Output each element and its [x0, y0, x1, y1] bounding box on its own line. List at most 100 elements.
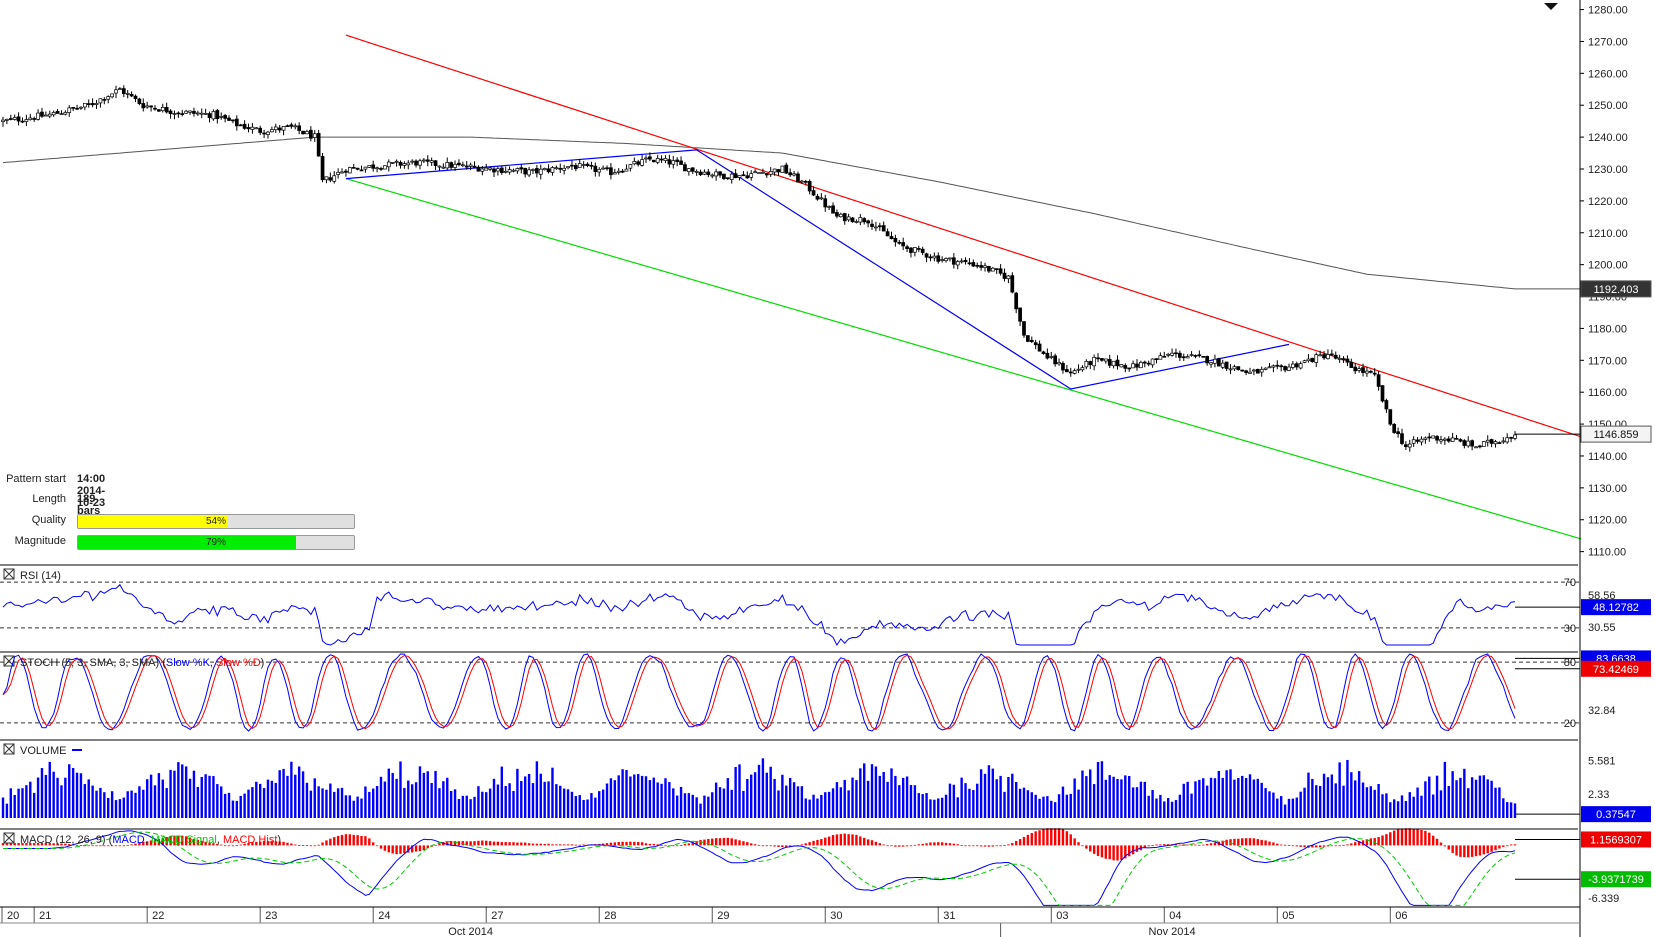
volume-bar: [921, 794, 924, 818]
volume-bar: [687, 793, 691, 818]
macd-hist-bar: [1050, 828, 1053, 846]
volume-bar: [1381, 794, 1384, 818]
macd-hist-bar: [964, 845, 967, 847]
candle-body: [176, 112, 181, 115]
candle-body: [1185, 356, 1190, 359]
scroll-marker-icon[interactable]: [1544, 3, 1558, 10]
volume-bar: [633, 774, 636, 818]
volume-bar: [999, 775, 1002, 818]
macd-hist-bar: [1389, 832, 1392, 846]
candle-body: [511, 169, 516, 172]
candle-body: [628, 164, 633, 169]
volume-bar: [695, 797, 698, 818]
candle-body: [1372, 372, 1377, 375]
candle-body: [1283, 366, 1287, 371]
macd-hist-bar: [570, 844, 574, 846]
candle-body: [5, 119, 9, 121]
macd-hist-bar: [48, 843, 51, 846]
macd-hist-bar: [1303, 845, 1306, 848]
volume-bar: [48, 761, 51, 818]
pane-close-icon-cross: [3, 568, 15, 580]
macd-hist-bar: [1042, 829, 1045, 846]
volume-bar: [1502, 798, 1505, 818]
volume-bar: [1116, 778, 1119, 818]
candle-body: [125, 93, 130, 95]
macd-hist-bar: [126, 844, 129, 846]
candle-body: [1092, 356, 1096, 367]
candle-body: [1057, 362, 1061, 365]
macd-hist-bar: [1256, 839, 1260, 846]
candle-body: [371, 164, 376, 169]
candle-body: [1166, 353, 1171, 356]
candle-body: [386, 161, 391, 168]
volume-bar: [508, 783, 511, 818]
volume-bar: [824, 792, 827, 818]
macd-hist-bar: [403, 845, 406, 854]
volume-bar: [29, 781, 32, 818]
candle-body: [640, 159, 644, 166]
volume-bar: [761, 758, 765, 818]
volume-bar: [820, 794, 823, 818]
volume-bar: [605, 783, 609, 818]
candle-body: [624, 168, 629, 172]
volume-bar: [1435, 775, 1439, 818]
volume-bar: [321, 788, 324, 818]
volume-bar: [68, 764, 71, 818]
candle-body: [145, 105, 150, 108]
volume-bar: [882, 772, 885, 818]
candle-body: [858, 217, 863, 223]
macd-hist-bar: [878, 843, 882, 846]
trendline-layer: [345, 34, 1582, 540]
volume-bar: [1042, 796, 1045, 818]
candle-body: [550, 167, 555, 173]
macd-hist-bar: [921, 843, 924, 846]
candle-body: [1201, 355, 1206, 358]
candle-body: [289, 124, 294, 127]
macd-hist-bar: [551, 844, 554, 846]
volume-bar: [1053, 802, 1057, 818]
macd-hist-bar: [1396, 829, 1400, 846]
candle-body: [1045, 352, 1050, 359]
macd-hist-bar: [188, 837, 192, 846]
volume-bar: [274, 782, 277, 818]
macd-hist-bar: [1241, 838, 1244, 846]
volume-bar: [1272, 792, 1275, 818]
candle-body: [347, 167, 352, 174]
candle-body: [1080, 367, 1085, 371]
candle-body: [1209, 362, 1213, 365]
volume-bar: [1244, 777, 1248, 818]
volume-bar: [227, 792, 231, 818]
volume-bar: [1143, 781, 1146, 818]
macd-hist-bar: [539, 843, 542, 846]
macd-hist-bar: [859, 836, 862, 846]
volume-bar: [32, 792, 36, 818]
volume-bar: [1163, 801, 1166, 818]
candle-body: [951, 257, 956, 265]
day-label: 21: [39, 910, 51, 922]
macd-hist-bar: [1209, 843, 1213, 846]
macd-hist-bar: [5, 843, 9, 846]
volume-bar: [317, 786, 320, 818]
volume-bar: [738, 764, 741, 818]
volume-bar: [255, 781, 258, 818]
candle-body: [733, 173, 738, 179]
volume-bar: [192, 770, 196, 818]
candle-body: [476, 166, 481, 172]
macd-hist-bar: [1283, 844, 1287, 846]
volume-bar: [313, 778, 316, 818]
macd-hist-bar: [87, 845, 90, 847]
macd-legend: MACD: [112, 834, 144, 846]
volume-bar: [890, 768, 893, 818]
volume-bar: [757, 764, 761, 818]
volume-bar: [937, 798, 940, 818]
volume-axis-label: 5.581: [1588, 756, 1616, 768]
macd-hist-bar: [757, 844, 761, 846]
macd-hist-tag-label: 1.1569307: [1590, 834, 1642, 846]
candle-body: [1376, 374, 1381, 387]
volume-bar: [235, 800, 239, 818]
candle-body: [1287, 366, 1291, 371]
volume-bar: [1026, 790, 1030, 818]
volume-bar: [559, 785, 562, 818]
stoch-legend-close: ): [261, 657, 265, 669]
